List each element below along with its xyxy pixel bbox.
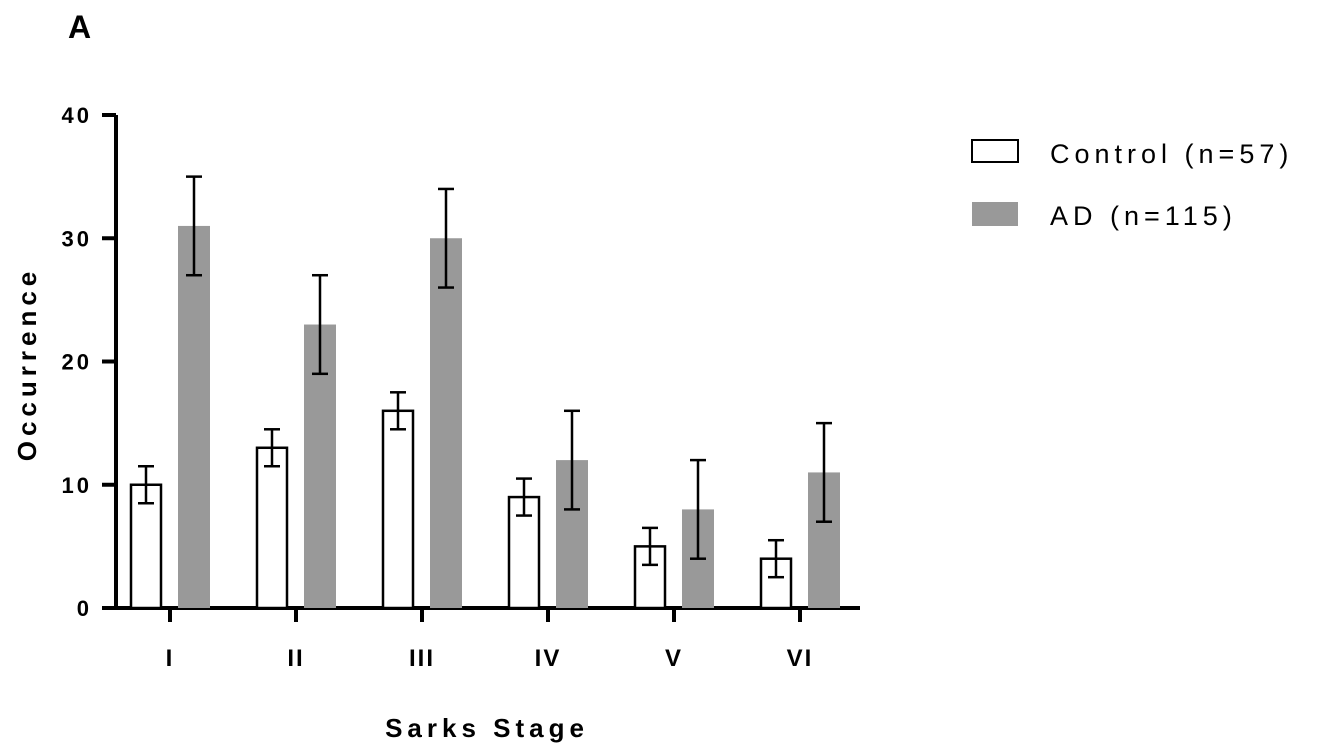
- x-tick-label: V: [665, 645, 683, 672]
- x-tick-label: IV: [535, 645, 562, 672]
- x-tick-label: III: [409, 645, 435, 672]
- x-tick-label: I: [166, 645, 175, 672]
- x-ticks: I II III IV V VI: [166, 608, 814, 672]
- axes: [114, 115, 860, 610]
- x-tick-label: II: [287, 645, 304, 672]
- y-tick-label: 0: [77, 596, 92, 621]
- ad-bar-iii: [430, 238, 462, 608]
- y-tick-label: 30: [62, 226, 92, 251]
- control-bar-i: [129, 483, 163, 610]
- legend: Control (n=57) AD (n=115): [971, 139, 1293, 231]
- y-tick-label: 20: [62, 350, 92, 375]
- panel-label: A: [68, 9, 91, 45]
- control-bar-ii: [255, 446, 289, 610]
- ad-bar-i: [178, 225, 210, 609]
- bars: [129, 175, 840, 610]
- control-bar-iii: [381, 409, 415, 610]
- y-axis-title: Occurrence: [12, 267, 42, 462]
- y-ticks: 0 10 20 30 40: [62, 103, 116, 621]
- control-legend-swatch: [971, 139, 1019, 163]
- x-axis-title: Sarks Stage: [385, 713, 589, 743]
- control-legend-label: Control (n=57): [1050, 139, 1293, 169]
- x-tick-label: VI: [787, 645, 814, 672]
- y-tick-label: 40: [62, 103, 92, 128]
- ad-legend-label: AD (n=115): [1050, 201, 1237, 231]
- ad-legend-swatch: [972, 202, 1018, 226]
- y-tick-label: 10: [62, 473, 92, 498]
